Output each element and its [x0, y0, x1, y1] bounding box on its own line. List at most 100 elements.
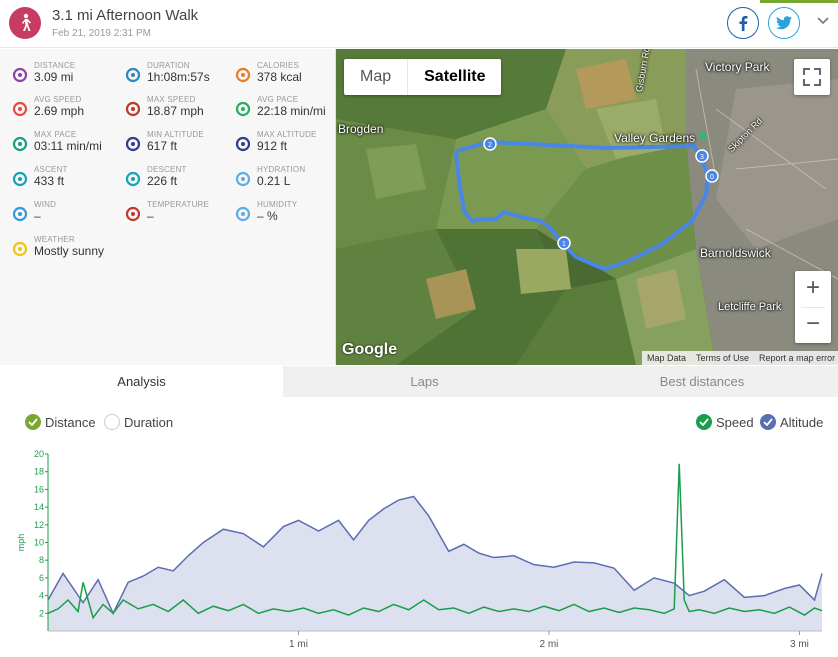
stat-wind: WIND –: [10, 200, 115, 230]
stat-label: WEATHER: [34, 235, 75, 244]
svg-text:0: 0: [710, 174, 714, 181]
y-axis-label: mph: [16, 534, 26, 552]
stat-value: Mostly sunny: [34, 244, 105, 258]
wind-icon: [10, 204, 30, 224]
stat-value: 18.87 mph: [147, 104, 204, 118]
facebook-share-button[interactable]: [727, 7, 759, 39]
duration-toggle-label: Duration: [124, 414, 174, 430]
stat-temperature: TEMPERATURE –: [123, 200, 228, 230]
stat-value: 226 ft: [147, 174, 178, 188]
sun-icon: [10, 239, 30, 259]
google-logo: Google: [342, 341, 398, 358]
stat-calories: CALORIES 378 kcal: [233, 61, 338, 91]
stat-label: HUMIDITY: [257, 200, 298, 209]
fullscreen-icon: [803, 68, 821, 86]
speed-series-toggle[interactable]: Speed: [696, 413, 754, 431]
stat-duration: DURATION 1h:08m:57s: [123, 61, 228, 91]
speed-altitude-chart: 2 4 6 8 10 12 14 16 18 20 mph 1 mi 2 mi 3 mi: [16, 449, 823, 650]
stat-label: HYDRATION: [257, 165, 306, 174]
stat-avg-speed: AVG SPEED 2.69 mph: [10, 95, 115, 125]
fullscreen-button[interactable]: [794, 59, 830, 95]
stat-value: – %: [257, 209, 278, 223]
stat-ascent: ASCENT 433 ft: [10, 165, 115, 195]
x-tick-label: 2 mi: [540, 639, 559, 650]
activity-date: Feb 21, 2019 2:31 PM: [52, 28, 151, 39]
terms-of-use-link[interactable]: Terms of Use: [696, 353, 750, 363]
y-tick-label: 16: [34, 484, 44, 494]
stat-value: 0.21 L: [257, 174, 291, 188]
stat-value: 912 ft: [257, 139, 288, 153]
stat-label: TEMPERATURE: [147, 200, 210, 209]
stat-value: 2.69 mph: [34, 104, 85, 118]
map-view-button[interactable]: Map: [360, 68, 392, 85]
ascent-icon: [10, 169, 30, 189]
stat-label: MAX ALTITUDE: [257, 130, 317, 139]
empty-radio-icon: [104, 414, 120, 430]
stat-label: MIN ALTITUDE: [147, 130, 204, 139]
speedometer-max-icon: [123, 99, 143, 119]
y-tick-label: 14: [34, 502, 44, 512]
zoom-out-button[interactable]: −: [805, 310, 820, 337]
max-pace-icon: [10, 134, 30, 154]
pace-icon: [233, 99, 253, 119]
waypoint-marker-1: 1: [557, 236, 571, 250]
stat-label: MAX PACE: [34, 130, 77, 139]
stat-label: AVG PACE: [257, 95, 299, 104]
route-map[interactable]: 1 2 3 0 Victory Park Brogden Valley Gard…: [336, 49, 838, 365]
distance-axis-toggle[interactable]: Distance: [25, 413, 96, 431]
checkmark-icon: [25, 414, 41, 430]
duration-axis-toggle[interactable]: Duration: [104, 413, 173, 431]
waypoint-marker-start: 0: [705, 169, 719, 183]
stat-label: AVG SPEED: [34, 95, 82, 104]
stat-label: WIND: [34, 200, 57, 209]
stat-value: 1h:08m:57s: [147, 70, 210, 84]
map-label-letcliffe-park: Letcliffe Park: [718, 301, 782, 313]
stat-avg-pace: AVG PACE 22:18 min/mi: [233, 95, 338, 125]
route-waypoints: 1 2 3 0: [483, 129, 719, 250]
chevron-down-icon[interactable]: [817, 12, 829, 30]
map-label-victory-park: Victory Park: [705, 60, 770, 74]
y-tick-label: 8: [39, 555, 44, 565]
map-label-brogden: Brogden: [338, 122, 384, 136]
y-tick-label: 6: [39, 573, 44, 583]
map-label-barnoldswick: Barnoldswick: [700, 246, 771, 260]
altitude-series-toggle[interactable]: Altitude: [760, 413, 823, 431]
altitude-toggle-label: Altitude: [780, 414, 824, 430]
zoom-in-button[interactable]: +: [805, 274, 820, 301]
satellite-view-button[interactable]: Satellite: [407, 59, 501, 95]
y-tick-label: 12: [34, 520, 44, 530]
y-tick-label: 2: [39, 608, 44, 618]
speedometer-icon: [10, 99, 30, 119]
svg-text:3: 3: [700, 154, 704, 161]
tab-analysis[interactable]: Analysis: [0, 366, 283, 397]
y-tick-label: 4: [39, 591, 44, 601]
altitude-area: [48, 496, 822, 631]
speed-series-line: [47, 463, 823, 620]
analysis-tabs: Analysis Laps Best distances: [0, 366, 838, 397]
stat-label: CALORIES: [257, 61, 300, 70]
svg-text:1: 1: [562, 241, 566, 248]
map-type-toggle: Map Satellite: [344, 59, 502, 95]
stat-hydration: HYDRATION 0.21 L: [233, 165, 338, 195]
mountain-low-icon: [123, 134, 143, 154]
stat-distance: DISTANCE 3.09 mi: [10, 61, 115, 91]
distance-toggle-label: Distance: [45, 414, 96, 430]
twitter-share-button[interactable]: [768, 7, 800, 39]
stat-label: MAX SPEED: [147, 95, 196, 104]
stat-value: 3.09 mi: [34, 70, 74, 84]
park-pin-icon: [698, 129, 708, 139]
stat-weather: WEATHER Mostly sunny: [10, 235, 115, 265]
x-tick-label: 1 mi: [289, 639, 308, 650]
tab-laps[interactable]: Laps: [410, 374, 439, 389]
map-data-link[interactable]: Map Data: [647, 353, 687, 363]
stopwatch-icon: [123, 65, 143, 85]
y-tick-label: 18: [34, 467, 44, 477]
mountain-high-icon: [233, 134, 253, 154]
header-accent-bar: [760, 0, 838, 3]
humidity-icon: [233, 204, 253, 224]
twitter-icon: [776, 16, 792, 30]
report-map-error-link[interactable]: Report a map error: [759, 353, 836, 363]
stat-descent: DESCENT 226 ft: [123, 165, 228, 195]
tab-best-distances[interactable]: Best distances: [659, 374, 745, 389]
stat-max-altitude: MAX ALTITUDE 912 ft: [233, 130, 338, 160]
